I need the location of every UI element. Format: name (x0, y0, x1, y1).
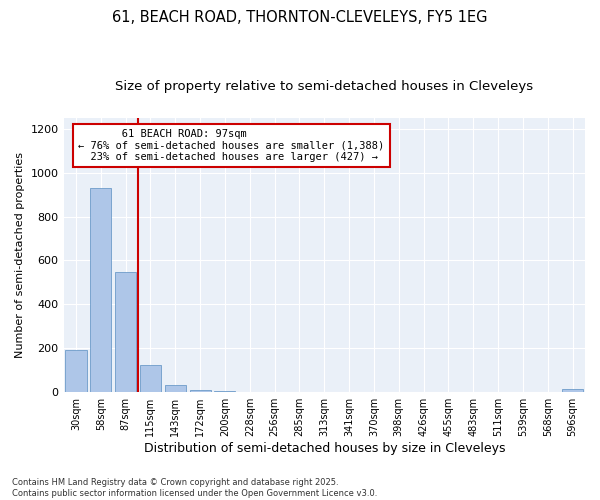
Bar (190, 390, 211, 392)
X-axis label: Distribution of semi-detached houses by size in Cleveleys: Distribution of semi-detached houses by … (143, 442, 505, 455)
Bar (140, 364, 161, 392)
Text: Contains HM Land Registry data © Crown copyright and database right 2025.
Contai: Contains HM Land Registry data © Crown c… (12, 478, 377, 498)
Y-axis label: Number of semi-detached properties: Number of semi-detached properties (15, 152, 25, 358)
Bar (562, 390, 583, 392)
Text: 61, BEACH ROAD, THORNTON-CLEVELEYS, FY5 1EG: 61, BEACH ROAD, THORNTON-CLEVELEYS, FY5 … (112, 10, 488, 25)
Bar (115, 272, 136, 392)
Bar (65, 350, 86, 392)
Bar (90, 188, 112, 392)
Text: 61 BEACH ROAD: 97sqm
← 76% of semi-detached houses are smaller (1,388)
  23% of : 61 BEACH ROAD: 97sqm ← 76% of semi-detac… (79, 129, 385, 162)
Bar (214, 391, 235, 392)
Bar (165, 385, 186, 392)
Title: Size of property relative to semi-detached houses in Cleveleys: Size of property relative to semi-detach… (115, 80, 533, 93)
